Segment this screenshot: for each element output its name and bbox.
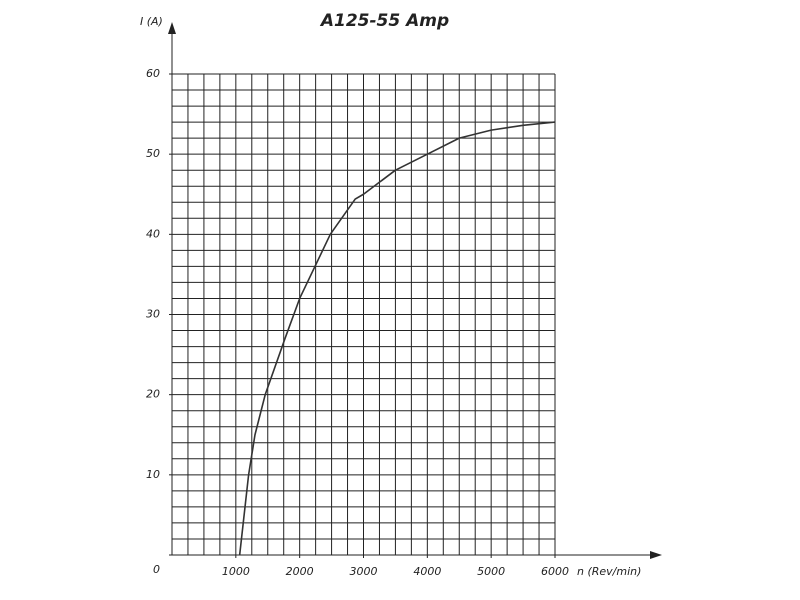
x-tick-label: 1000 <box>222 565 250 578</box>
y-tick-label: 60 <box>146 67 160 80</box>
x-tick-label: 5000 <box>477 565 505 578</box>
x-tick-label: 3000 <box>350 565 378 578</box>
chart-title: A125-55 Amp <box>319 11 449 31</box>
y-axis-label: I (A) <box>140 15 163 28</box>
x-tick-label: 2000 <box>286 565 314 578</box>
x-axis-label: n (Rev/min) <box>577 565 641 578</box>
x-tick-label: 4000 <box>413 565 441 578</box>
y-tick-label: 10 <box>146 468 160 481</box>
y-tick-label: 20 <box>146 388 160 401</box>
y-tick-label: 30 <box>146 308 160 321</box>
y-tick-label: 50 <box>146 147 160 160</box>
y-tick-label: 40 <box>146 227 160 240</box>
x-axis-arrow <box>650 551 662 559</box>
data-line <box>238 121 556 556</box>
y-axis-arrow <box>168 22 176 34</box>
x-tick-label: 6000 <box>541 565 569 578</box>
y-tick-label: 0 <box>153 563 160 576</box>
